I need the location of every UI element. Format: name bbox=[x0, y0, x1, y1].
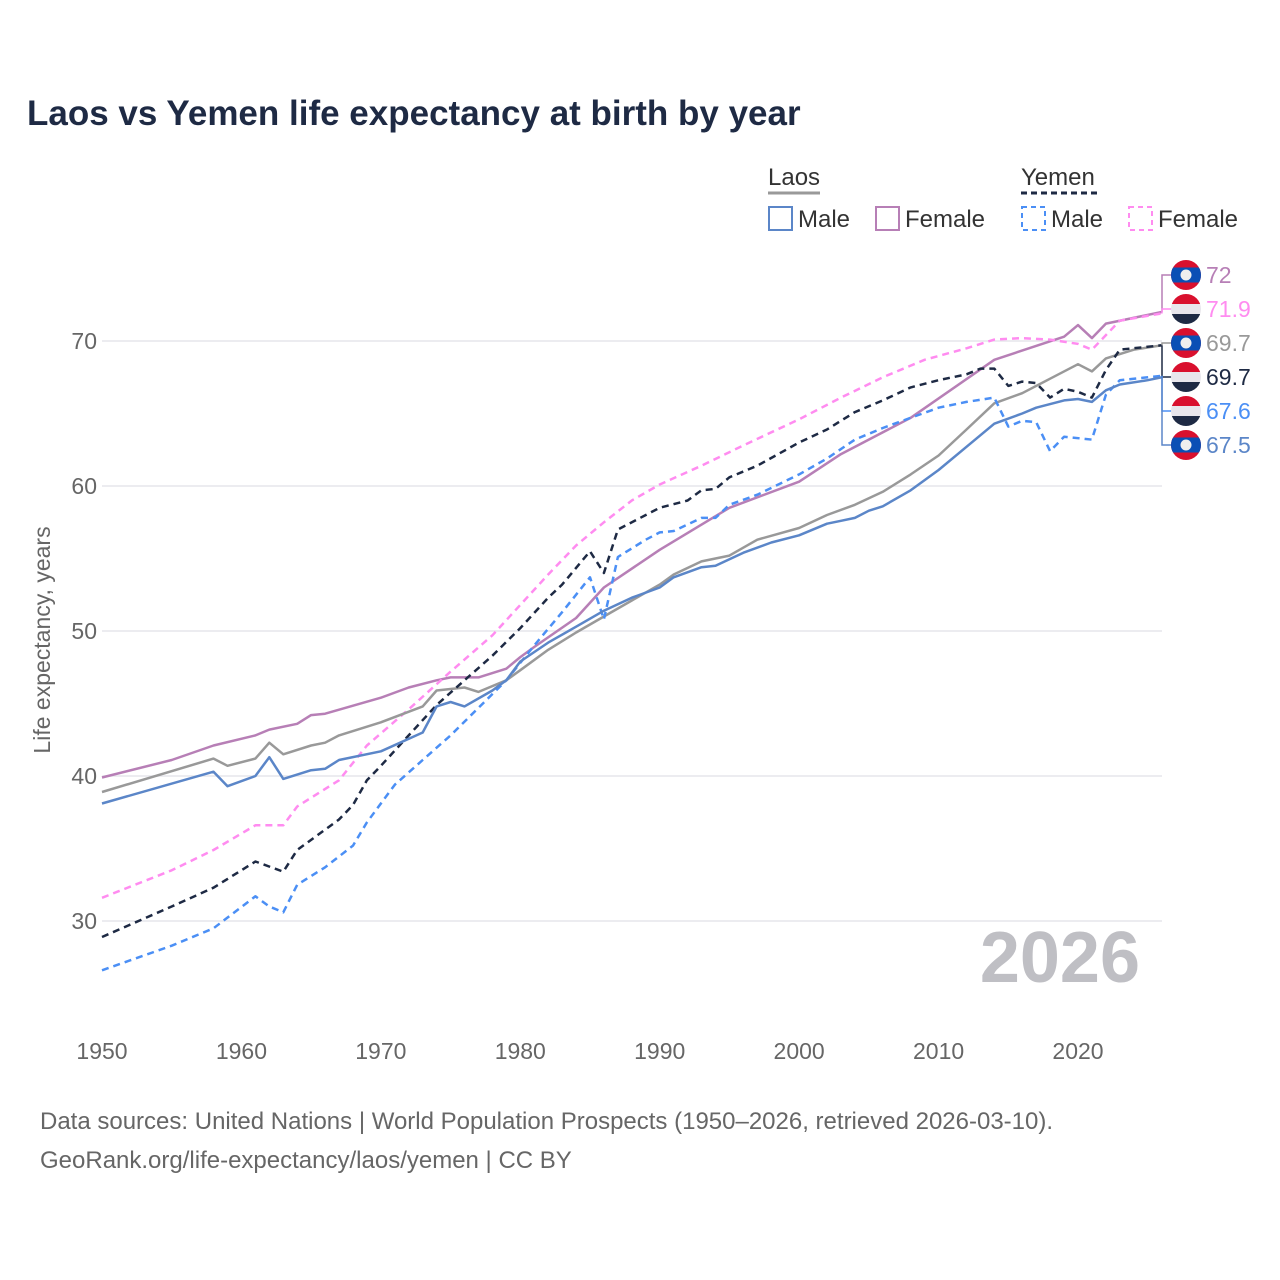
y-tick-label: 60 bbox=[71, 473, 97, 499]
x-tick-label: 1950 bbox=[76, 1038, 127, 1064]
y-tick-label: 50 bbox=[71, 618, 97, 644]
end-value-label: 72 bbox=[1206, 262, 1232, 288]
y-tick-label: 40 bbox=[71, 763, 97, 789]
footer-link[interactable]: GeoRank.org/life-expectancy/laos/yemen |… bbox=[40, 1147, 572, 1174]
y-tick-label: 30 bbox=[71, 908, 97, 934]
series-line-yemen-female bbox=[101, 312, 1162, 899]
x-tick-label: 1970 bbox=[355, 1038, 406, 1064]
y-axis-label: Life expectancy, years bbox=[29, 526, 55, 753]
label-connector bbox=[1161, 274, 1172, 312]
label-connector bbox=[1161, 342, 1172, 346]
legend-group-laos: Laos bbox=[768, 164, 820, 191]
legend-swatch bbox=[768, 206, 793, 231]
footer-sources: Data sources: United Nations | World Pop… bbox=[40, 1108, 1054, 1135]
laos-flag-icon bbox=[1171, 328, 1201, 358]
label-connector bbox=[1161, 345, 1172, 378]
yemen-flag-icon bbox=[1171, 362, 1201, 392]
legend-swatch bbox=[1021, 206, 1046, 231]
x-tick-label: 1990 bbox=[634, 1038, 685, 1064]
chart-title: Laos vs Yemen life expectancy at birth b… bbox=[27, 94, 801, 133]
legend-item-female: Female bbox=[1158, 206, 1238, 233]
end-value-label: 67.5 bbox=[1206, 432, 1251, 458]
legend-swatch bbox=[1128, 206, 1153, 231]
series-line-yemen-male bbox=[101, 374, 1162, 972]
legend-group-yemen: Yemen bbox=[1021, 164, 1095, 191]
year-watermark: 2026 bbox=[980, 918, 1140, 998]
laos-flag-icon bbox=[1171, 260, 1201, 290]
label-connector bbox=[1161, 375, 1172, 412]
series-line-laos-female bbox=[101, 310, 1162, 779]
end-value-label: 69.7 bbox=[1206, 364, 1251, 390]
end-value-label: 67.6 bbox=[1206, 398, 1251, 424]
yemen-flag-icon bbox=[1171, 294, 1201, 324]
label-connector bbox=[1161, 377, 1172, 446]
label-connector bbox=[1161, 308, 1172, 314]
x-tick-label: 1980 bbox=[495, 1038, 546, 1064]
yemen-flag-icon bbox=[1171, 396, 1201, 426]
end-value-label: 69.7 bbox=[1206, 330, 1251, 356]
series-line-laos-male bbox=[101, 376, 1162, 805]
x-tick-label: 2020 bbox=[1052, 1038, 1103, 1064]
series-line-yemen bbox=[101, 344, 1162, 939]
laos-flag-icon bbox=[1171, 430, 1201, 460]
y-tick-label: 70 bbox=[71, 328, 97, 354]
x-tick-label: 1960 bbox=[216, 1038, 267, 1064]
x-tick-label: 2010 bbox=[913, 1038, 964, 1064]
legend-swatch bbox=[875, 206, 900, 231]
end-value-label: 71.9 bbox=[1206, 296, 1251, 322]
legend-item-male: Male bbox=[1051, 206, 1103, 233]
x-tick-label: 2000 bbox=[774, 1038, 825, 1064]
legend-item-male: Male bbox=[798, 206, 850, 233]
legend-item-female: Female bbox=[905, 206, 985, 233]
